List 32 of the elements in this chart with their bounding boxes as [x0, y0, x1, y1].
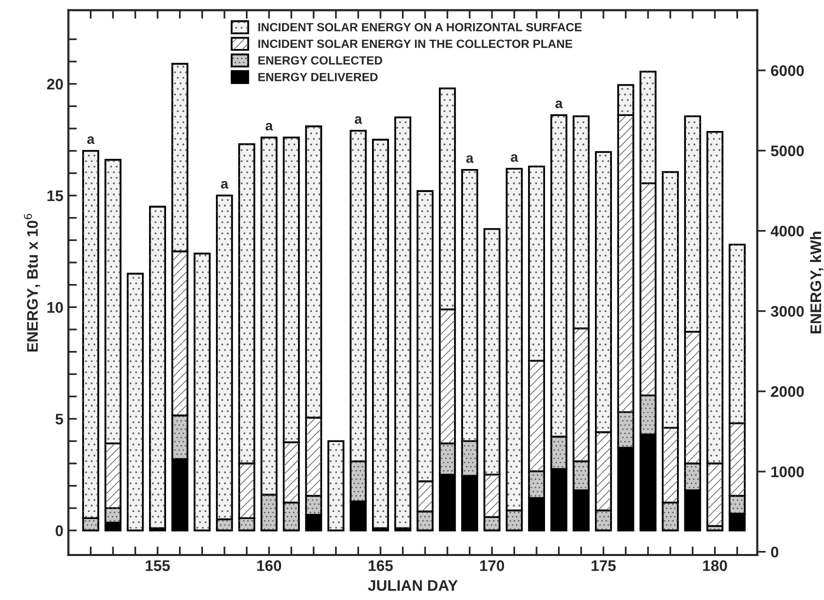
x-tick-label: 165 [368, 560, 393, 572]
annotation: a [555, 100, 563, 108]
x-tick-label: 180 [703, 560, 728, 572]
legend-label: ENERGY DELIVERED [258, 72, 378, 82]
annotation: a [466, 155, 474, 163]
x-tick-label: 155 [146, 560, 170, 572]
y2-tick-label: 0 [771, 546, 778, 558]
y-axis-title: ENERGY, Btu x 10$^{6}$ [24, 214, 40, 352]
y2-tick-label: 6000 [771, 65, 804, 76]
annotation: a [87, 136, 95, 144]
legend-label: INCIDENT SOLAR ENERGY ON A HORIZONTAL SURFACE [258, 22, 582, 32]
annotation: a [354, 116, 362, 124]
y-tick-label: 0 [56, 525, 63, 536]
y2-tick-label: 4000 [770, 226, 804, 237]
x-tick-label: 160 [257, 560, 282, 572]
y2-tick-label: 2000 [770, 386, 804, 398]
y2-tick-label: 1000 [771, 466, 804, 478]
y-tick-label: 10 [48, 302, 63, 313]
x-axis-title: JULIAN DAY [368, 580, 458, 591]
y-tick-label: 20 [47, 78, 63, 90]
x-tick-label: 170 [480, 560, 504, 572]
annotation: a [510, 154, 518, 162]
y2-tick-label: 5000 [770, 145, 804, 156]
x-tick-label: 175 [592, 560, 616, 572]
legend-label: ENERGY COLLECTED [258, 56, 382, 65]
y2-tick-label: 3000 [770, 306, 804, 317]
legend-label: INCIDENT SOLAR ENERGY IN THE COLLECTOR PLANE [258, 40, 572, 48]
annotation: a [266, 122, 273, 131]
y-tick-label: 15 [48, 190, 64, 202]
y-tick-label: 5 [56, 414, 64, 424]
annotation: a [220, 181, 228, 189]
y2-axis-title: ENERGY, kWh [810, 232, 824, 334]
